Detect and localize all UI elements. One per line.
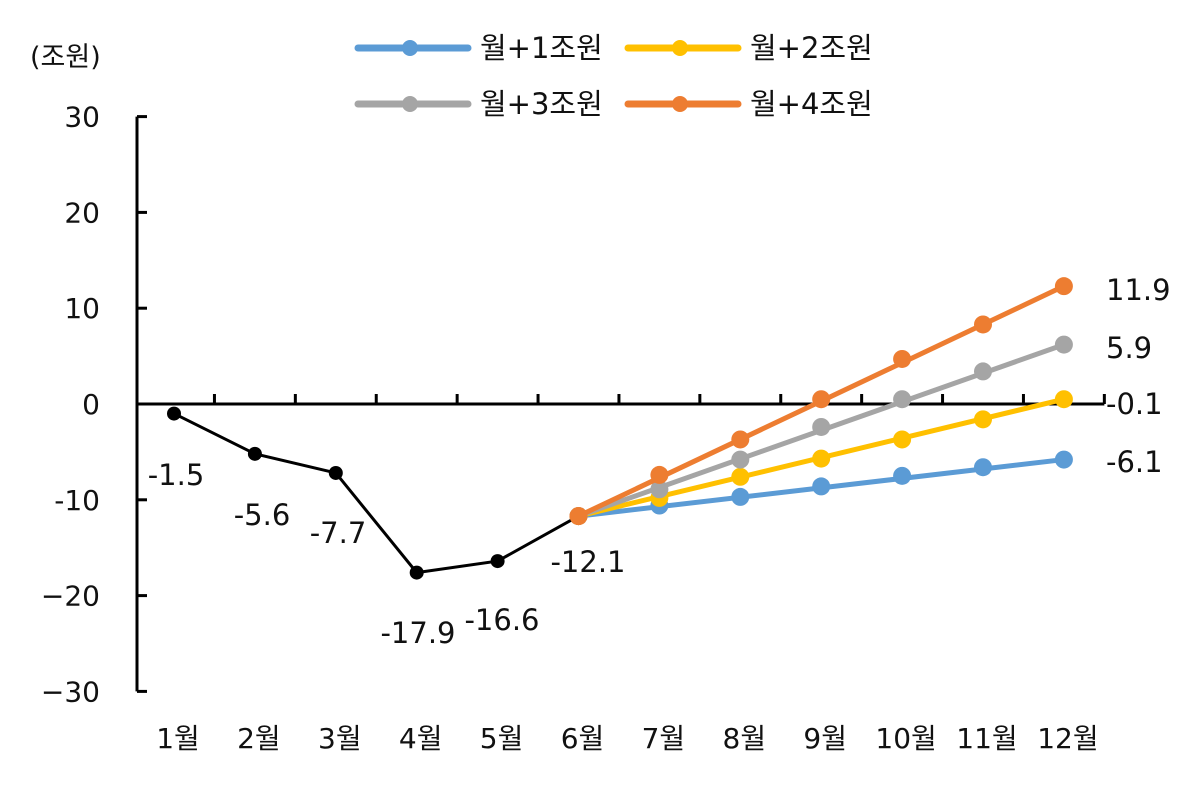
series-end-label: 5.9 [1106,331,1152,365]
actual-point [247,446,262,461]
series-point [731,467,750,486]
series-point [974,362,992,381]
legend-swatch-marker [672,40,688,56]
series-point [1054,277,1073,296]
series-point [812,417,831,436]
actual-point [490,554,505,569]
x-tick-label: 4월 [399,722,443,755]
series-2 [569,390,1073,526]
series-point [1054,450,1073,469]
actual-point [167,406,181,421]
x-tick-label: 1월 [156,722,200,755]
series-point [974,410,992,429]
series-point [893,466,912,485]
series-point [731,430,750,449]
legend-swatch-marker [402,40,418,56]
y-tick-label: 0 [82,388,100,421]
legend-swatch-marker [672,96,688,112]
actual-series [167,406,586,580]
series-point [974,315,992,334]
x-tick-label: 5월 [480,722,524,755]
series-3 [569,335,1073,526]
legend-swatch-marker [402,96,418,112]
actual-data-label: -12.1 [550,545,625,579]
x-tick-label: 10월 [875,722,936,755]
series-point [812,449,831,468]
actual-data-label: -17.9 [380,616,455,650]
axes: 30 20 10 0 -10 −20 −30 1월 2월 3월 4월 5월 6월 7월 8월 9월 10월 11월… [41,101,1106,755]
y-tick-label: 30 [64,101,100,134]
series-point [650,465,669,484]
legend-label: 월+2조원 [750,31,873,65]
x-tick-label: 12월 [1037,722,1098,755]
legend-label: 월+1조원 [480,31,603,65]
y-tick-label: 10 [64,292,100,325]
x-tick-label: 3월 [318,722,362,755]
legend-item: 월+2조원 [624,31,873,65]
projection-start-point [569,507,588,526]
series-point [893,430,912,449]
actual-data-label: -1.5 [148,458,205,492]
series-point [974,458,992,477]
y-tick-label: −30 [41,675,100,708]
x-tick-label: 6월 [561,722,605,755]
legend-item: 월+4조원 [624,87,873,121]
series-point [812,390,831,409]
actual-data-label: -5.6 [234,498,291,532]
legend-label: 월+4조원 [750,87,873,121]
series-end-label: -6.1 [1106,445,1163,479]
legend-label: 월+3조원 [480,87,603,121]
series-layer [167,277,1073,580]
series-point [1054,335,1073,354]
series-point [812,477,831,496]
legend-item: 월+3조원 [354,87,603,121]
series-point [731,450,750,469]
series-point [1054,390,1073,409]
series-point [731,487,750,506]
series-point [650,480,669,499]
data-labels: -1.5 -5.6 -7.7 -17.9 -16.6 -12.1 -6.1 -0.1 5.9 11… [148,273,1171,650]
legend-item: 월+1조원 [354,31,603,65]
actual-point [328,465,343,480]
y-tick-label: 20 [64,196,100,229]
y-tick-label: -10 [54,484,100,517]
x-tick-label: 11월 [956,722,1017,755]
actual-point [409,565,424,580]
series-point [893,390,912,409]
actual-line [173,412,580,575]
actual-data-label: -16.6 [464,603,539,637]
y-tick-label: −20 [41,580,100,613]
series-point [893,349,912,368]
actual-data-label: -7.7 [310,516,367,550]
y-axis-unit-label: (조원) [30,42,101,73]
x-tick-label: 7월 [642,722,686,755]
series-end-label: -0.1 [1106,387,1163,421]
x-tick-label: 8월 [723,722,767,755]
x-tick-label: 2월 [237,722,281,755]
x-tick-label: 9월 [803,722,847,755]
series-end-label: 11.9 [1106,273,1171,307]
